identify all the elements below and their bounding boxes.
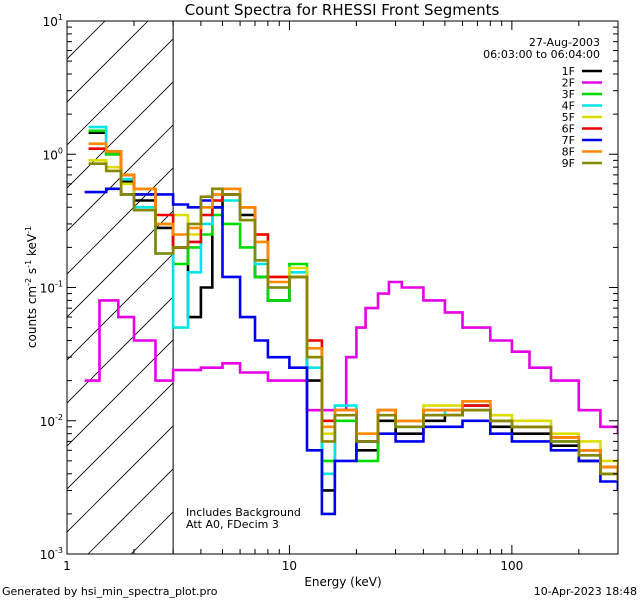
y-tick-exponent: 0 [58,146,63,155]
legend-label-9F: 9F [562,157,575,170]
y-tick-mantissa: 10 [40,548,55,562]
y-tick-label: 100 [43,146,63,162]
hatch-line [87,468,174,554]
y-tick-mantissa: 10 [40,415,55,429]
hatch-line [67,210,174,318]
y-tick-mantissa: 10 [40,282,55,296]
y-label-unit: keV [25,233,39,260]
y-tick-label: 10-1 [40,280,63,296]
y-axis-label: counts cm-2 s-1 keV-1 [24,226,39,348]
y-tick-exponent: -2 [55,413,63,422]
axis-ticks [66,20,619,555]
legend-label-2F: 2F [562,77,575,90]
annotation-background: Includes Background [186,506,301,519]
x-tick-label: 10 [282,559,297,573]
hatch-line [0,0,129,554]
legend-label-4F: 4F [562,100,575,113]
hatch-line [67,167,174,275]
hatch-line [67,382,174,490]
hatch-line [67,425,174,533]
date-label: 27-Aug-2003 [529,36,600,49]
legend-label-5F: 5F [562,111,575,124]
x-tick-label: 100 [500,559,523,573]
hatched-region [0,0,174,554]
x-axis-label: Energy (keV) [304,575,381,589]
series-line-4F [88,125,618,482]
series-line-1F [88,131,618,492]
hatch-line [67,38,174,146]
y-tick-label: 101 [43,13,63,29]
series-group [84,125,618,516]
legend-label-3F: 3F [562,88,575,101]
legend-label-7F: 7F [562,134,575,147]
plot-frame [66,20,619,555]
legend-label-6F: 6F [562,123,575,136]
y-label-mid: s [25,268,39,278]
y-tick-label: 10-2 [40,413,63,429]
y-tick-mantissa: 10 [43,148,58,162]
y-label-base: counts cm [25,286,39,348]
x-tick-label: 1 [63,559,71,573]
annotation-attenuator: Att A0, FDecim 3 [186,518,279,531]
y-tick-label: 10-3 [40,546,63,562]
x-tick-labels: 1 10 100 [63,559,523,573]
y-tick-mantissa: 10 [43,15,58,29]
y-label-exp3: -1 [24,226,33,234]
y-label-exp2: -1 [24,260,33,268]
y-tick-exponent: 1 [58,13,63,22]
hatch-line [0,0,86,554]
series-line-2F [84,280,618,434]
footer-timestamp: 10-Apr-2023 18:48 [534,585,637,598]
series-line-9F [88,162,618,482]
legend-label-8F: 8F [562,146,575,159]
y-tick-exponent: -3 [55,546,63,555]
series-line-7F [84,187,618,516]
series-line-6F [88,147,618,482]
y-tick-exponent: -1 [55,280,63,289]
series-line-3F [88,129,618,482]
time-range-label: 06:03:00 to 06:04:00 [483,48,600,61]
legend-label-1F: 1F [562,65,575,78]
hatch-line [67,21,106,60]
footer-generated-by: Generated by hsi_min_spectra_plot.pro [2,585,218,598]
chart-title: Count Spectra for RHESSI Front Segments [185,1,500,19]
y-label-exp1: -2 [24,278,33,286]
hatch-line [67,21,149,103]
